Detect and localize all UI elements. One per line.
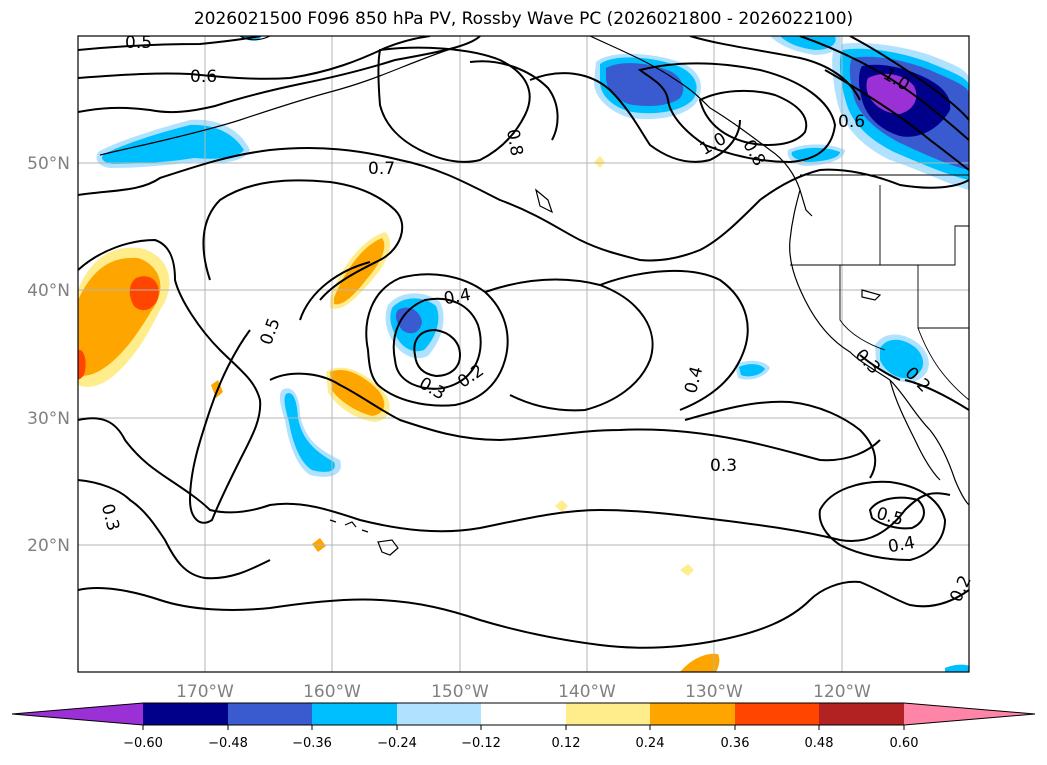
- contour-label: 0.8: [502, 127, 526, 157]
- latitude-labels: 50°N 40°N 30°N 20°N: [27, 154, 70, 556]
- colorbar-segment: [143, 703, 228, 725]
- colorbar-tick-label: 0.48: [805, 736, 834, 751]
- colorbar-segment: [650, 703, 735, 725]
- colorbar-tick-label: −0.60: [123, 736, 163, 751]
- positive-anomaly-region: [680, 653, 720, 672]
- lat-label-20n: 20°N: [27, 536, 70, 556]
- negative-anomaly-region: [102, 124, 244, 164]
- colorbar-segment: [735, 703, 819, 725]
- lat-label-40n: 40°N: [27, 281, 70, 301]
- contour-label: 0.5: [125, 33, 152, 53]
- colorbar-segment: [312, 703, 397, 725]
- gridlines: [78, 36, 969, 672]
- coastlines: [99, 36, 969, 556]
- colorbar-tick-label: 0.12: [552, 736, 581, 751]
- lon-label-120w: 120°W: [813, 682, 871, 702]
- colorbar-min-extend: [12, 703, 143, 725]
- negative-anomaly-region: [780, 36, 836, 50]
- colorbar-ticks: [142, 725, 905, 730]
- positive-anomaly-speck: [555, 500, 568, 512]
- negative-anomaly-region: [284, 393, 335, 472]
- contour-label: 0.7: [368, 159, 395, 179]
- contour-label: 0.6: [190, 67, 217, 87]
- colorbar-tick-label: −0.36: [292, 736, 332, 751]
- positive-anomaly-core: [78, 349, 86, 380]
- colorbar-segment: [228, 703, 312, 725]
- colorbar-tick-label: −0.24: [377, 736, 417, 751]
- colorbar-tick-label: −0.12: [461, 736, 501, 751]
- colorbar-max-extend: [904, 703, 1035, 725]
- positive-anomaly-region: [330, 370, 385, 416]
- lon-label-140w: 140°W: [558, 682, 616, 702]
- colorbar-segment: [481, 703, 566, 725]
- lon-label-150w: 150°W: [431, 682, 489, 702]
- lon-label-130w: 130°W: [685, 682, 743, 702]
- pv-contours: [78, 36, 969, 649]
- positive-anomaly-speck: [594, 156, 605, 168]
- colorbar-segment: [566, 703, 650, 725]
- longitude-labels: 170°W 160°W 150°W 140°W 130°W 120°W: [176, 682, 871, 702]
- contour-label: 0.4: [442, 285, 472, 309]
- colorbar: −0.60 −0.48 −0.36 −0.24 −0.12 0.12 0.24 …: [11, 702, 1036, 751]
- contour-label: 0.6: [838, 112, 865, 132]
- lat-label-50n: 50°N: [27, 154, 70, 174]
- negative-anomaly-region: [880, 339, 924, 379]
- contour-label: 0.3: [710, 456, 737, 476]
- lat-label-30n: 30°N: [27, 409, 70, 429]
- colorbar-tick-label: 0.36: [721, 736, 750, 751]
- negative-anomaly-core: [395, 307, 422, 334]
- negative-anomaly-speck: [945, 664, 969, 672]
- contour-label: 0.4: [886, 533, 916, 557]
- colorbar-tick-label: 0.24: [636, 736, 665, 751]
- colorbar-segment: [397, 703, 481, 725]
- colorbar-tick-label: 0.60: [890, 736, 919, 751]
- lon-label-170w: 170°W: [176, 682, 234, 702]
- plot-frame: [77, 35, 970, 673]
- colorbar-tick-label: −0.48: [208, 736, 248, 751]
- negative-anomaly-core: [606, 63, 684, 106]
- map-title: 2026021500 F096 850 hPa PV, Rossby Wave …: [193, 9, 854, 29]
- positive-anomaly-speck: [680, 564, 694, 576]
- negative-anomaly-region: [739, 364, 765, 377]
- colorbar-segment: [819, 703, 904, 725]
- lon-label-160w: 160°W: [303, 682, 361, 702]
- positive-anomaly-core: [129, 276, 159, 311]
